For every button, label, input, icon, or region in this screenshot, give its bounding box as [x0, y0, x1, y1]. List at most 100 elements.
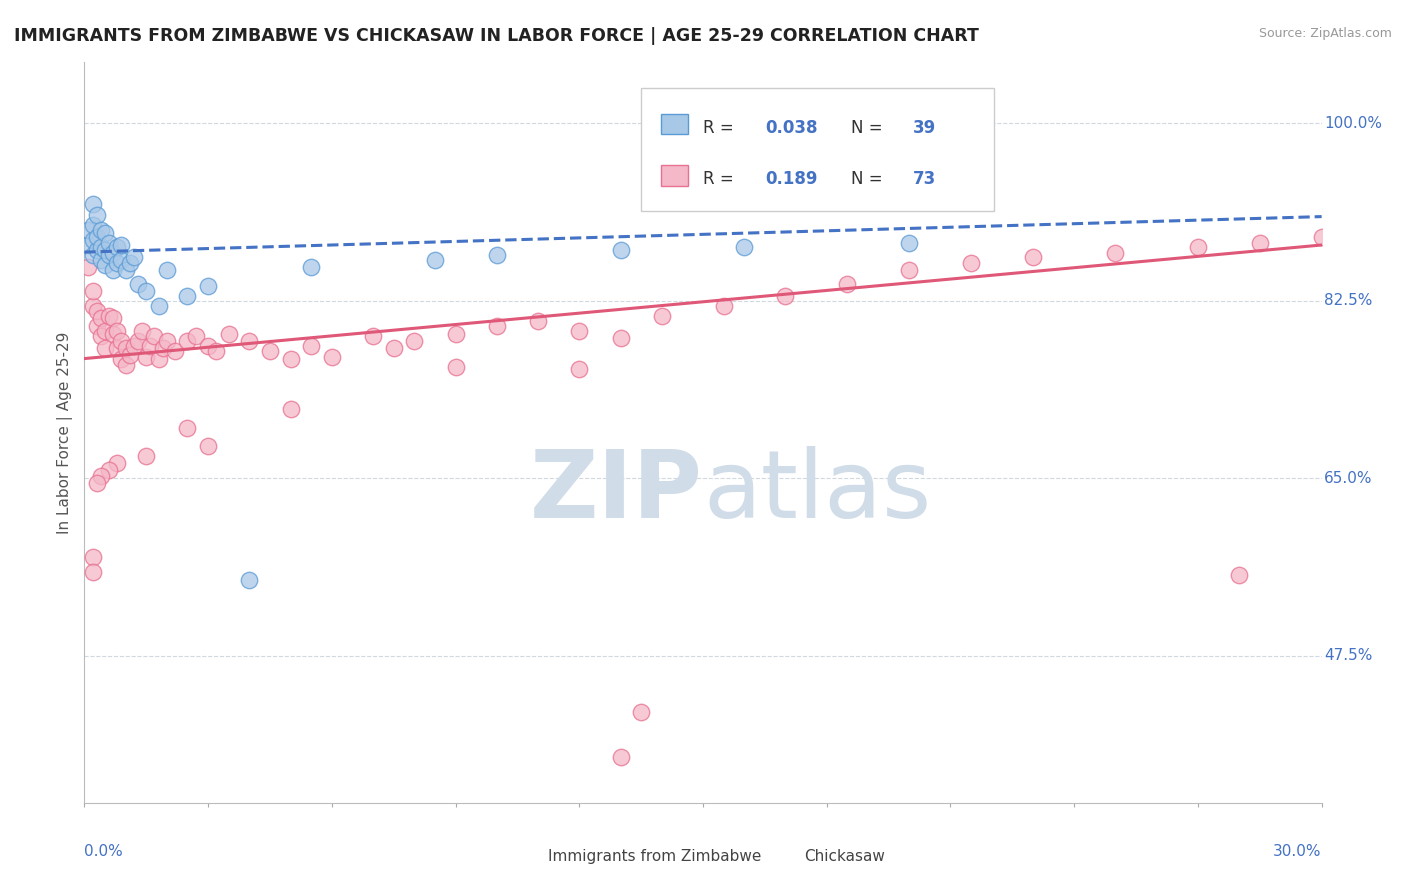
Point: [114, 358, 136, 372]
Point: [82, 248, 104, 262]
Point: [82, 218, 104, 232]
Point: [280, 402, 302, 417]
Point: [114, 263, 136, 277]
Text: 65.0%: 65.0%: [1324, 471, 1372, 486]
Point: [299, 339, 322, 353]
Point: [105, 240, 128, 254]
Point: [361, 329, 384, 343]
Point: [609, 331, 631, 345]
Point: [156, 334, 179, 349]
Point: [98, 248, 121, 262]
Point: [122, 339, 145, 353]
Point: [86, 208, 108, 222]
Point: [127, 334, 149, 349]
Point: [176, 420, 198, 434]
Text: 82.5%: 82.5%: [1324, 293, 1372, 309]
Point: [110, 238, 132, 252]
Point: [156, 263, 179, 277]
Point: [630, 705, 652, 719]
Point: [86, 230, 108, 244]
Point: [77, 260, 100, 275]
Point: [423, 253, 446, 268]
Point: [82, 233, 104, 247]
Point: [609, 243, 631, 257]
Point: [280, 351, 302, 366]
Point: [98, 463, 121, 477]
Point: [148, 351, 170, 366]
Point: [131, 324, 153, 338]
Point: [568, 361, 591, 376]
Point: [321, 350, 343, 364]
Point: [110, 334, 132, 349]
Point: [1310, 230, 1333, 244]
Text: 39: 39: [914, 119, 936, 136]
Point: [139, 339, 162, 353]
Point: [82, 550, 104, 565]
Point: [94, 324, 117, 338]
FancyBboxPatch shape: [661, 165, 688, 186]
Point: [90, 240, 112, 254]
Text: Immigrants from Zimbabwe: Immigrants from Zimbabwe: [548, 848, 762, 863]
Point: [90, 311, 112, 326]
Point: [86, 243, 108, 257]
Point: [98, 309, 121, 323]
Point: [775, 289, 797, 303]
Point: [110, 351, 132, 366]
Point: [197, 439, 219, 453]
Text: 30.0%: 30.0%: [1274, 844, 1322, 858]
FancyBboxPatch shape: [766, 843, 796, 866]
Point: [1249, 235, 1271, 250]
Point: [94, 258, 117, 272]
Point: [713, 299, 735, 313]
Text: 0.189: 0.189: [765, 170, 817, 188]
Point: [1104, 246, 1126, 260]
Point: [609, 750, 631, 764]
Point: [110, 253, 132, 268]
Point: [86, 476, 108, 491]
Text: R =: R =: [703, 119, 740, 136]
Point: [165, 344, 187, 359]
Text: IMMIGRANTS FROM ZIMBABWE VS CHICKASAW IN LABOR FORCE | AGE 25-29 CORRELATION CHA: IMMIGRANTS FROM ZIMBABWE VS CHICKASAW IN…: [14, 27, 979, 45]
Text: Chickasaw: Chickasaw: [804, 848, 886, 863]
Point: [382, 342, 405, 356]
Y-axis label: In Labor Force | Age 25-29: In Labor Force | Age 25-29: [58, 332, 73, 533]
Point: [90, 223, 112, 237]
Point: [94, 342, 117, 356]
Point: [103, 246, 125, 260]
Text: atlas: atlas: [703, 446, 931, 538]
Point: [143, 329, 166, 343]
Text: 0.0%: 0.0%: [84, 844, 124, 858]
Point: [238, 573, 260, 587]
Text: 73: 73: [914, 170, 936, 188]
Point: [118, 347, 141, 361]
Point: [105, 324, 128, 338]
Point: [485, 248, 508, 262]
Point: [1187, 240, 1209, 254]
Point: [960, 256, 983, 270]
Text: 47.5%: 47.5%: [1324, 648, 1372, 664]
Point: [90, 329, 112, 343]
Point: [135, 284, 157, 298]
Point: [238, 334, 260, 349]
Text: 0.038: 0.038: [765, 119, 817, 136]
Point: [122, 250, 145, 264]
Text: 100.0%: 100.0%: [1324, 116, 1382, 131]
Point: [82, 284, 104, 298]
Point: [103, 311, 125, 326]
Point: [103, 263, 125, 277]
Point: [82, 197, 104, 211]
Point: [733, 240, 755, 254]
Point: [898, 263, 921, 277]
Point: [176, 289, 198, 303]
Point: [86, 319, 108, 334]
Text: ZIP: ZIP: [530, 446, 703, 538]
Point: [94, 226, 117, 240]
Point: [651, 309, 673, 323]
Text: N =: N =: [852, 119, 883, 136]
Point: [82, 299, 104, 313]
Point: [148, 299, 170, 313]
Point: [82, 565, 104, 579]
Point: [103, 327, 125, 342]
Text: R =: R =: [703, 170, 740, 188]
Point: [404, 334, 426, 349]
